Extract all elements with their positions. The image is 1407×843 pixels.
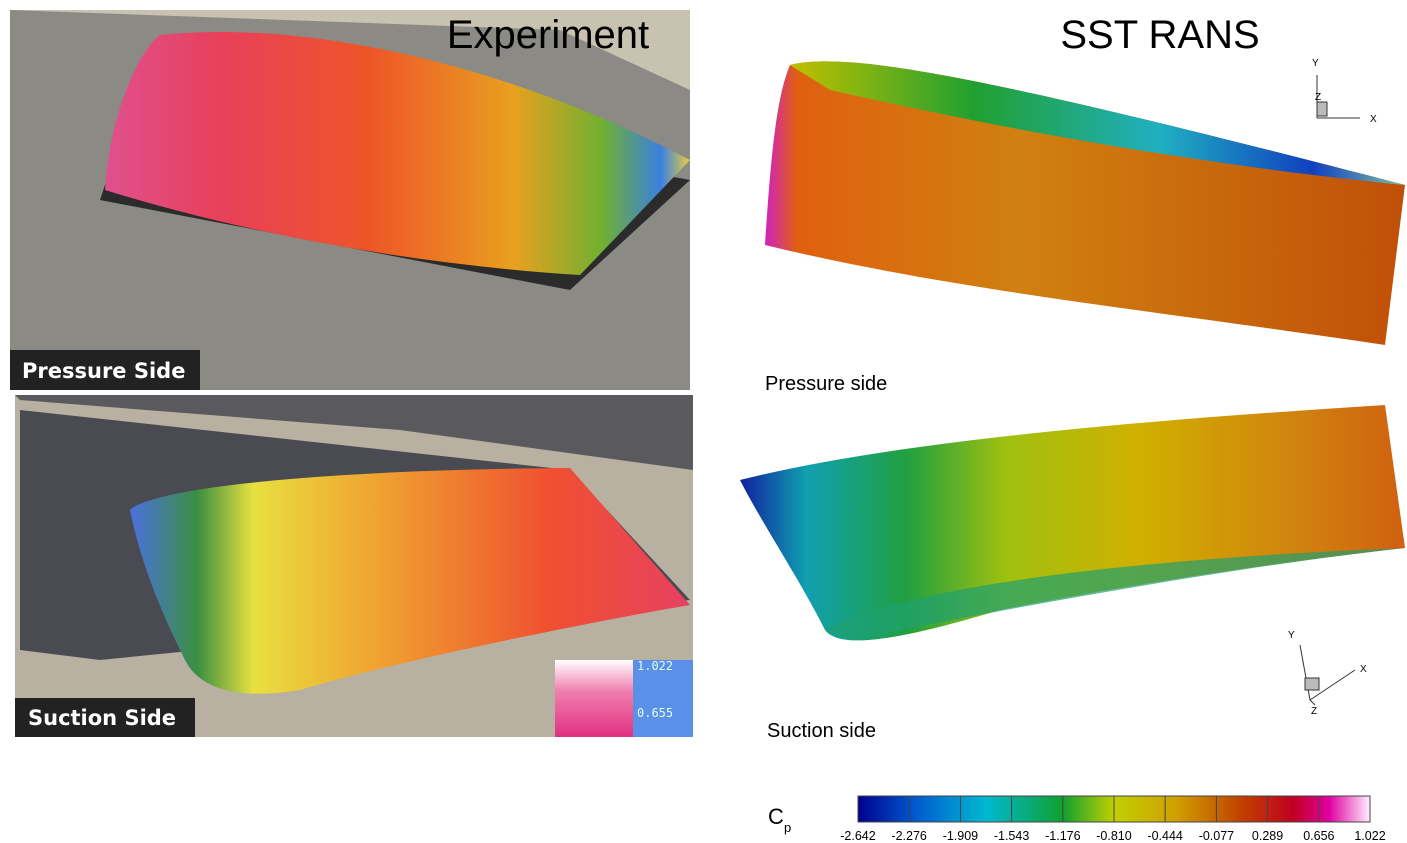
colorbar-tick-label: -2.276 [891, 829, 926, 843]
legend-swatch [555, 660, 633, 737]
colorbar-tick-label: 0.656 [1303, 829, 1334, 843]
legend-label: 0.655 [637, 706, 673, 720]
wing-surface [740, 405, 1405, 640]
panel-label: Suction Side [28, 706, 176, 730]
axis-label: Z [1311, 706, 1317, 717]
colorbar-tick-label: -2.642 [840, 829, 875, 843]
legend-label: 1.022 [637, 659, 673, 673]
colorbar-tick-label: -1.176 [1045, 829, 1080, 843]
axis-label: X [1370, 114, 1377, 125]
heading: Experiment [447, 13, 649, 57]
colorbar-label: C [768, 804, 784, 829]
axis-label: Y [1312, 58, 1319, 69]
heading: SST RANS [1060, 13, 1259, 57]
colorbar-tick-label: 0.289 [1252, 829, 1283, 843]
panel-label: Pressure side [765, 373, 887, 395]
colorbar-tick-label: -1.543 [994, 829, 1029, 843]
colorbar-label-sub: p [784, 820, 791, 835]
colorbar-tick-label: -0.810 [1096, 829, 1131, 843]
axis-label: Z [1315, 92, 1321, 103]
axis-label: Y [1288, 630, 1295, 641]
colorbar-tick-label: -1.909 [943, 829, 978, 843]
panel-label: Pressure Side [22, 359, 185, 383]
colorbar-tick-label: 1.022 [1354, 829, 1385, 843]
wing-surface [765, 61, 1405, 345]
panel-label: Suction side [767, 720, 876, 742]
colorbar-tick-label: -0.077 [1199, 829, 1234, 843]
colorbar-tick-label: -0.444 [1147, 829, 1182, 843]
axis-label: X [1360, 664, 1367, 675]
figure: Pressure Side 1.022 0.655 Suction Side E… [0, 0, 1407, 843]
